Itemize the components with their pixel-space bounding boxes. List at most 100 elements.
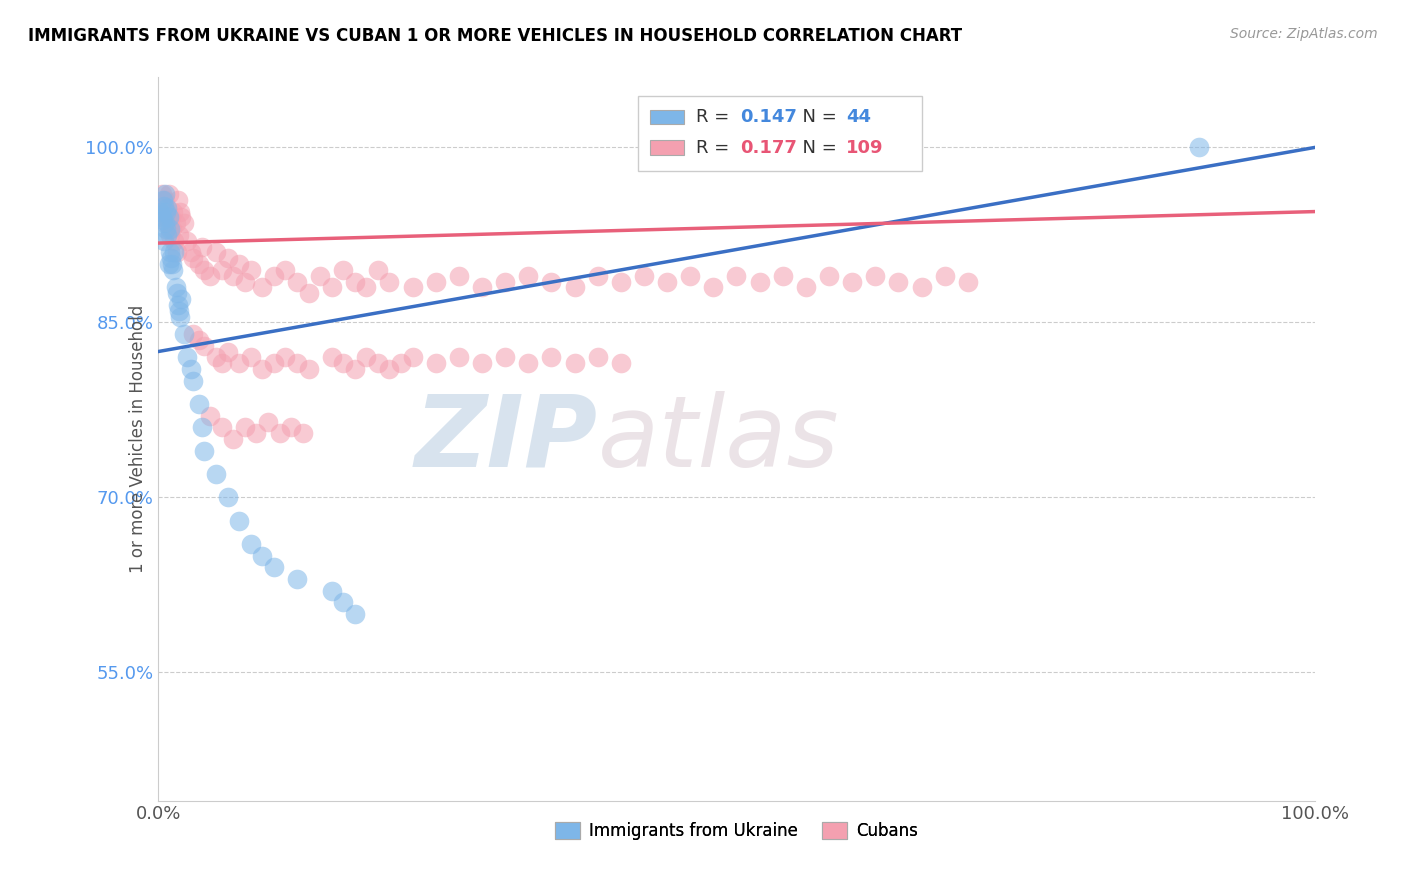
Point bbox=[233, 420, 256, 434]
Point bbox=[153, 216, 176, 230]
Point bbox=[180, 245, 202, 260]
Point bbox=[191, 239, 214, 253]
Point bbox=[263, 356, 285, 370]
Point bbox=[150, 211, 173, 225]
Point bbox=[274, 263, 297, 277]
Point bbox=[152, 199, 174, 213]
Point bbox=[956, 275, 979, 289]
Point bbox=[169, 310, 191, 324]
Point bbox=[655, 275, 678, 289]
Point bbox=[297, 362, 319, 376]
Text: N =: N = bbox=[790, 138, 842, 157]
Point bbox=[153, 199, 176, 213]
Point bbox=[540, 275, 562, 289]
FancyBboxPatch shape bbox=[650, 140, 685, 155]
Point bbox=[153, 204, 176, 219]
Point bbox=[794, 280, 817, 294]
Point bbox=[155, 211, 177, 225]
Legend: Immigrants from Ukraine, Cubans: Immigrants from Ukraine, Cubans bbox=[548, 815, 924, 847]
FancyBboxPatch shape bbox=[638, 95, 921, 171]
Point bbox=[211, 420, 233, 434]
Point bbox=[150, 187, 173, 202]
Point bbox=[181, 326, 204, 341]
Point bbox=[211, 356, 233, 370]
Point bbox=[332, 595, 354, 609]
Point bbox=[217, 344, 239, 359]
Point bbox=[205, 245, 228, 260]
Point bbox=[274, 351, 297, 365]
Point bbox=[160, 257, 183, 271]
Point bbox=[153, 187, 176, 202]
Point bbox=[170, 211, 193, 225]
Point bbox=[169, 204, 191, 219]
Point bbox=[818, 268, 841, 283]
Point bbox=[401, 280, 423, 294]
Point bbox=[228, 356, 250, 370]
Point bbox=[297, 286, 319, 301]
Point bbox=[309, 268, 332, 283]
Point bbox=[285, 356, 308, 370]
Point bbox=[610, 356, 633, 370]
FancyBboxPatch shape bbox=[650, 110, 685, 125]
Point bbox=[321, 280, 343, 294]
Point bbox=[160, 252, 183, 266]
Point bbox=[187, 397, 209, 411]
Point bbox=[176, 234, 198, 248]
Point bbox=[321, 351, 343, 365]
Point bbox=[263, 268, 285, 283]
Text: 0.147: 0.147 bbox=[740, 108, 797, 126]
Point bbox=[586, 351, 609, 365]
Point bbox=[187, 257, 209, 271]
Point bbox=[187, 333, 209, 347]
Text: ZIP: ZIP bbox=[415, 391, 598, 488]
Point bbox=[564, 280, 586, 294]
Point bbox=[865, 268, 887, 283]
Point bbox=[425, 275, 447, 289]
Point bbox=[217, 252, 239, 266]
Point bbox=[157, 211, 180, 225]
Point bbox=[285, 275, 308, 289]
Point bbox=[159, 227, 181, 242]
Point bbox=[343, 362, 366, 376]
Point bbox=[165, 216, 187, 230]
Point bbox=[280, 420, 302, 434]
Point bbox=[156, 201, 179, 215]
Point bbox=[1188, 140, 1211, 154]
Point bbox=[425, 356, 447, 370]
Point bbox=[200, 268, 222, 283]
Point bbox=[887, 275, 910, 289]
Point bbox=[447, 351, 470, 365]
Point bbox=[343, 607, 366, 621]
Point bbox=[252, 362, 274, 376]
Point bbox=[173, 326, 195, 341]
Point bbox=[157, 257, 180, 271]
Point bbox=[176, 351, 198, 365]
Point bbox=[610, 275, 633, 289]
Point bbox=[517, 356, 540, 370]
Point bbox=[471, 280, 494, 294]
Point bbox=[367, 263, 389, 277]
Point bbox=[263, 560, 285, 574]
Point bbox=[633, 268, 655, 283]
Point bbox=[252, 280, 274, 294]
Point bbox=[494, 351, 516, 365]
Point bbox=[222, 432, 245, 446]
Point bbox=[153, 234, 176, 248]
Point bbox=[191, 420, 214, 434]
Point bbox=[205, 351, 228, 365]
Point bbox=[679, 268, 702, 283]
Point bbox=[841, 275, 863, 289]
Point bbox=[725, 268, 748, 283]
Point bbox=[156, 216, 179, 230]
Text: Source: ZipAtlas.com: Source: ZipAtlas.com bbox=[1230, 27, 1378, 41]
Point bbox=[257, 415, 280, 429]
Point bbox=[321, 583, 343, 598]
Text: 44: 44 bbox=[846, 108, 872, 126]
Point bbox=[332, 356, 354, 370]
Point bbox=[217, 491, 239, 505]
Point bbox=[173, 216, 195, 230]
Point bbox=[162, 263, 184, 277]
Point bbox=[494, 275, 516, 289]
Point bbox=[163, 234, 186, 248]
Point bbox=[205, 467, 228, 481]
